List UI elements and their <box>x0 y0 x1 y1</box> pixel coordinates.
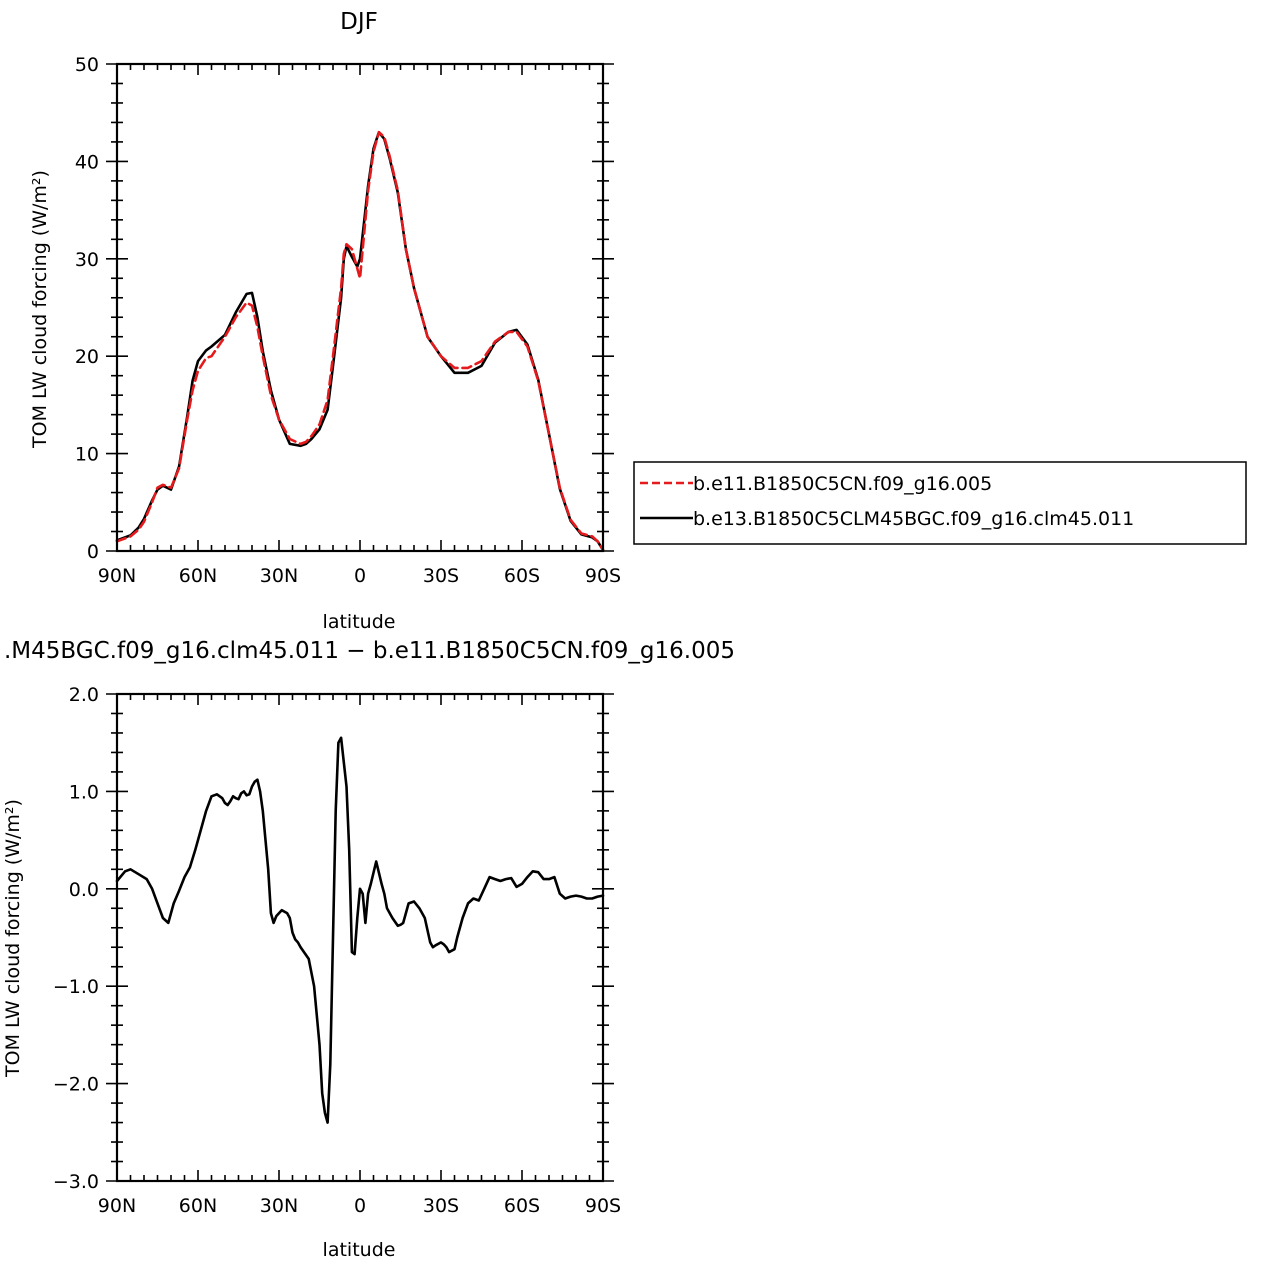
bottom-x-tick-label: 30S <box>423 1195 459 1217</box>
bottom-plot-frame <box>115 692 605 1183</box>
legend-box <box>633 461 1247 545</box>
legend-label-series-2: b.e13.B1850C5CLM45BGC.f09_g16.clm45.011 <box>693 508 1134 530</box>
top-x-tick-label: 90S <box>585 565 621 587</box>
bottom-y-tick-label: 0.0 <box>69 879 99 901</box>
bottom-x-tick-label: 90S <box>585 1195 621 1217</box>
bottom-chart-ylabel: TOM LW cloud forcing (W/m²) <box>2 799 24 1078</box>
bottom-x-tick-label: 60N <box>179 1195 217 1217</box>
bottom-y-tick-label: −3.0 <box>53 1171 99 1193</box>
top-x-tick-label: 30S <box>423 565 459 587</box>
top-series-line-1 <box>115 130 605 552</box>
bottom-y-tick-label: 2.0 <box>69 684 99 706</box>
top-x-tick-label: 60N <box>179 565 217 587</box>
bottom-chart-xlabel: latitude <box>323 1239 396 1261</box>
top-series-line-2 <box>115 130 605 552</box>
top-x-tick-label: 60S <box>504 565 540 587</box>
top-y-tick-label: 0 <box>87 541 99 563</box>
bottom-y-tick-label: −2.0 <box>53 1074 99 1096</box>
bottom-x-tick-label: 60S <box>504 1195 540 1217</box>
bottom-x-tick-label: 90N <box>98 1195 136 1217</box>
top-chart-legend: b.e11.B1850C5CN.f09_g16.005 b.e13.B1850C… <box>633 461 1247 545</box>
top-x-tick-label: 90N <box>98 565 136 587</box>
top-plot-area: 90N 60N 30N 0 30S 60S 90S 0 10 20 30 40 50 <box>75 54 621 587</box>
top-y-tick-label: 50 <box>75 54 99 76</box>
bottom-y-tick-label: 1.0 <box>69 781 99 803</box>
top-y-tick-label: 30 <box>75 249 99 271</box>
top-chart-ylabel: TOM LW cloud forcing (W/m²) <box>29 170 51 449</box>
top-x-tick-label: 30N <box>260 565 298 587</box>
legend-label-series-1: b.e11.B1850C5CN.f09_g16.005 <box>693 473 992 495</box>
bottom-y-tick-label: −1.0 <box>53 976 99 998</box>
top-y-tick-label: 40 <box>75 151 99 173</box>
top-chart-title: DJF <box>340 9 378 35</box>
bottom-plot-area: 90N 60N 30N 0 30S 60S 90S 2.0 1.0 0.0 −1.0 −2.0 −3.0 <box>53 684 621 1217</box>
bottom-series-line-1 <box>115 736 605 1124</box>
top-x-tick-label: 0 <box>354 565 366 587</box>
top-y-tick-label: 10 <box>75 444 99 466</box>
bottom-chart-title: .M45BGC.f09_g16.clm45.011 − b.e11.B1850C… <box>4 638 735 664</box>
top-plot-frame <box>115 62 605 553</box>
top-y-tick-label: 20 <box>75 346 99 368</box>
bottom-x-tick-label: 0 <box>354 1195 366 1217</box>
bottom-x-tick-label: 30N <box>260 1195 298 1217</box>
top-chart-xlabel: latitude <box>323 611 396 633</box>
